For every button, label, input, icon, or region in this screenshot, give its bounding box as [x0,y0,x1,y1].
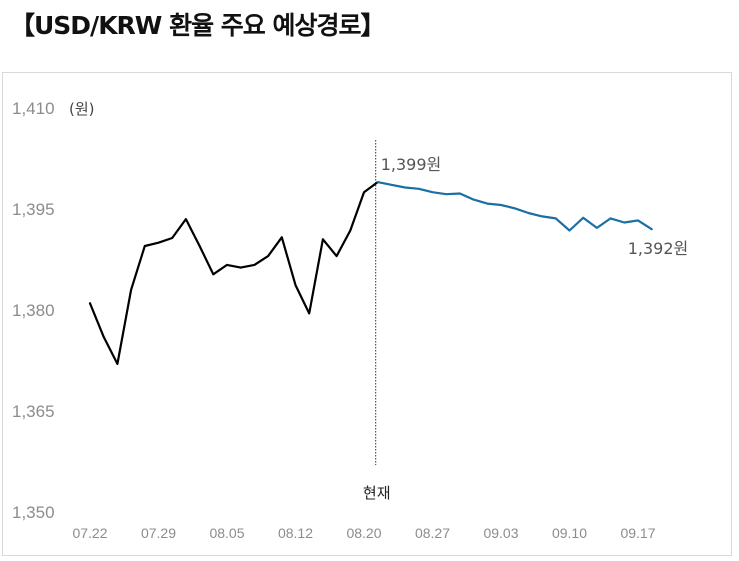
forecast-data-point [637,219,639,222]
forecast-data-point [568,229,571,232]
series-group [88,181,653,365]
y-tick-label: 1,395 [12,200,55,219]
y-tick-label: 1,350 [12,503,55,522]
x-tick-label: 09.10 [552,525,587,541]
forecast-data-point [431,191,434,193]
y-axis-label: (원) [69,100,95,118]
x-tick-label: 07.29 [141,525,176,541]
actual-data-point [267,255,269,257]
forecast-data-point [445,193,447,195]
y-tick-label: 1,365 [12,402,55,421]
chart-frame [2,72,732,556]
x-tick-label: 09.17 [620,525,655,541]
forecast-data-point [486,203,488,205]
forecast-data-point [418,188,420,190]
value-annotation: 1,392원 [628,239,689,258]
forecast-data-point [541,215,543,218]
forecast-data-point [473,198,475,201]
actual-data-point [199,245,201,247]
current-marker-label: 현재 [363,484,391,502]
actual-data-point [308,312,310,314]
actual-data-point [103,336,105,338]
value-annotation: 1,399원 [381,155,442,174]
forecast-data-point [377,181,379,183]
actual-data-point [294,284,297,286]
x-tick-label: 08.20 [346,525,381,541]
x-tick-label: 08.27 [415,525,450,541]
forecast-data-point [623,221,625,224]
annotations-group: 1,399원 1,392원 [381,155,689,258]
actual-data-point [349,229,351,232]
y-tick-label: 1,380 [12,301,55,320]
forecast-data-point [527,212,530,214]
actual-data-point [185,218,187,220]
actual-data-point [253,264,255,266]
forecast-data-point [404,186,406,189]
forecast-data-point [514,207,516,209]
actual-data-point [212,273,214,275]
forecast-data-point [610,217,612,220]
actual-data-point [116,363,118,365]
actual-data-point [226,264,228,266]
x-tick-label: 08.05 [209,525,244,541]
actual-data-point [171,237,173,239]
x-tick-label: 09.03 [483,525,518,541]
actual-data-point [157,242,160,244]
forecast-data-point [582,217,584,219]
forecast-data-point [651,228,653,230]
forecast-data-point [500,204,502,206]
actual-data-point [240,266,242,269]
actual-data-point [144,245,146,247]
y-tick-label: 1,410 [12,99,55,118]
x-tick-label: 08.12 [278,525,313,541]
chart-title: 【USD/KRW 환율 주요 예상경로】 [10,11,385,40]
actual-data-point [130,289,132,291]
actual-data-point [89,302,91,304]
actual-data-point [363,191,365,193]
actual-data-point [336,255,338,257]
forecast-data-point [555,217,557,220]
forecast-data-point [390,184,392,186]
actual-series-line [88,181,379,365]
y-axis-ticks: 1,350 1,365 1,380 1,395 1,410 [12,99,55,522]
forecast-data-point [459,192,461,195]
x-axis-ticks: 07.22 07.29 08.05 08.12 08.20 08.27 09.03 09.10… [72,525,655,541]
actual-data-point [281,236,283,238]
forecast-data-point [596,227,598,229]
x-tick-label: 07.22 [72,525,107,541]
actual-data-point [322,238,324,240]
